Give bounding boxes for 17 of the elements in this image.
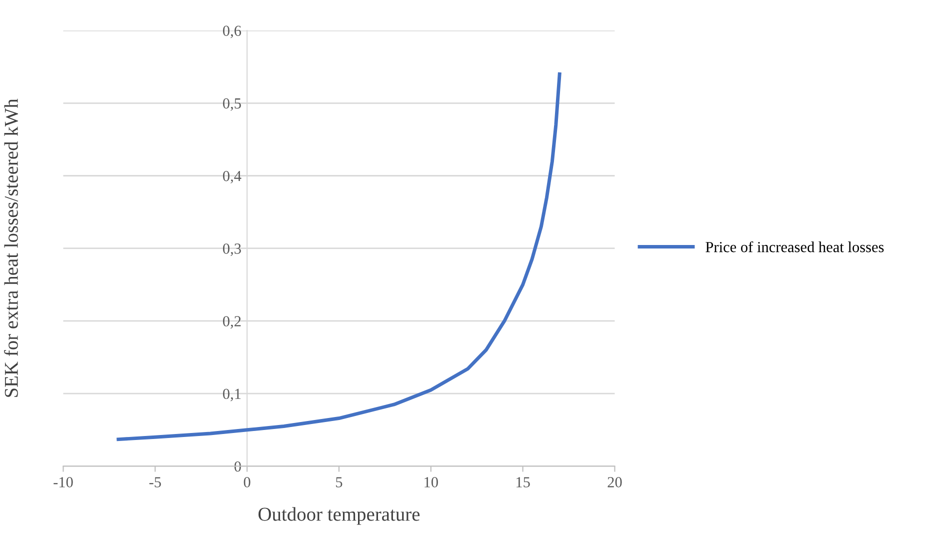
line-series bbox=[116, 72, 562, 442]
y-tick-label: 0,2 bbox=[223, 316, 241, 329]
x-tick-label: 5 bbox=[336, 477, 342, 488]
y-tick-label: 0,6 bbox=[223, 26, 242, 38]
x-tick-label: 15 bbox=[516, 477, 530, 488]
x-tick-label: 20 bbox=[608, 477, 622, 488]
y-tick-label: 0,4 bbox=[223, 170, 242, 184]
x-tick-label: 0 bbox=[244, 477, 250, 488]
y-tick-label: 0,5 bbox=[223, 98, 241, 111]
y-tick-label: 0,1 bbox=[223, 388, 241, 402]
y-axis-title: SEK for extra heat losses/steered kWh bbox=[4, 98, 18, 397]
y-tick-label: 0,3 bbox=[223, 244, 241, 256]
x-axis-title: Outdoor temperature bbox=[258, 507, 420, 525]
legend-label: Price of increased heat losses bbox=[706, 241, 884, 252]
x-tick-label: -5 bbox=[149, 477, 161, 488]
x-tick-label: 10 bbox=[424, 477, 438, 488]
x-tick-label: -10 bbox=[54, 477, 73, 488]
